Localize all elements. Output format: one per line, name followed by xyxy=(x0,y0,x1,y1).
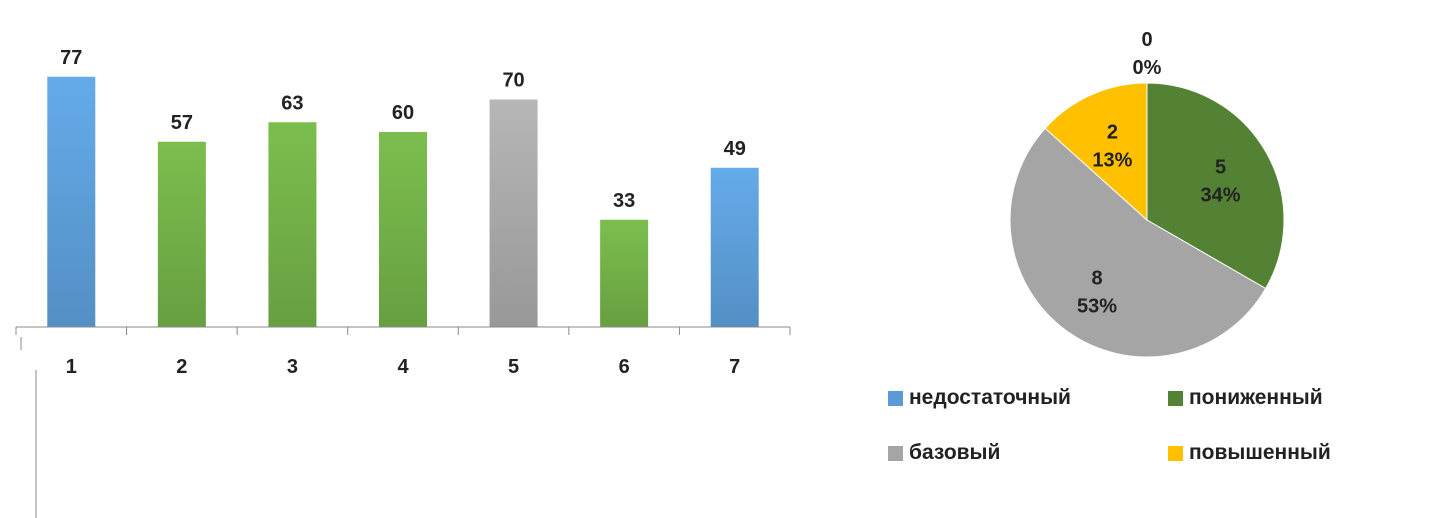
x-tick-label: 1 xyxy=(66,356,77,378)
x-tick-label: 4 xyxy=(397,356,409,378)
pie-slice-1 xyxy=(1146,82,1285,290)
bar-2 xyxy=(157,141,206,327)
pie-slice-3 xyxy=(1044,82,1148,222)
legend-swatch xyxy=(888,390,903,406)
x-tick-label: 3 xyxy=(287,356,298,378)
pie-percent-label: 0% xyxy=(1133,57,1162,79)
x-tick-label: 6 xyxy=(619,356,630,378)
bar-data-label: 77 xyxy=(60,47,82,69)
legend-item: базовый xyxy=(888,441,1000,465)
bar-data-label: 33 xyxy=(613,190,635,212)
pie-value-label: 8 xyxy=(1092,268,1103,290)
bar-3 xyxy=(268,122,317,327)
bar-chart: 1 2 3 4 5 6 7 77 57 63 60 70 33 49 xyxy=(15,47,791,518)
x-axis-tick-labels: 1 2 3 4 5 6 7 xyxy=(66,356,741,378)
bar-7 xyxy=(710,167,759,327)
x-tick-label: 5 xyxy=(508,356,519,378)
legend-label: пониженный xyxy=(1189,386,1323,409)
pie-percent-label: 53% xyxy=(1077,296,1117,318)
x-tick-label: 7 xyxy=(729,356,740,378)
legend-label: недостаточный xyxy=(909,386,1071,409)
bar-1 xyxy=(47,76,96,327)
legend-swatch xyxy=(1168,390,1183,406)
bar-marks xyxy=(47,76,759,327)
pie-value-label: 2 xyxy=(1107,121,1118,143)
legend-item: повышенный xyxy=(1168,441,1331,465)
pie-percent-label: 34% xyxy=(1201,185,1241,207)
pie-slices xyxy=(1009,82,1285,358)
x-tick-label: 2 xyxy=(176,356,187,378)
legend-label: повышенный xyxy=(1189,441,1331,464)
x-axis-ticks xyxy=(15,327,791,335)
bar-data-label: 49 xyxy=(724,138,746,160)
legend-item: пониженный xyxy=(1168,386,1323,410)
bar-data-labels: 77 57 63 60 70 33 49 xyxy=(60,47,746,212)
pie-percent-label: 13% xyxy=(1092,149,1132,171)
bar-4 xyxy=(379,132,427,327)
legend-swatch xyxy=(888,445,903,461)
bar-6 xyxy=(600,219,649,327)
pie-value-label: 5 xyxy=(1215,157,1226,179)
pie-chart: 0 0% 5 34% 8 53% 2 13% xyxy=(1009,29,1285,358)
legend-label: базовый xyxy=(909,441,1001,464)
legend-swatch xyxy=(1168,445,1183,461)
pie-slice-2 xyxy=(1009,127,1267,358)
bar-data-label: 57 xyxy=(171,112,193,134)
pie-value-label: 0 xyxy=(1141,29,1152,51)
pie-labels: 0 0% 5 34% 8 53% 2 13% xyxy=(1077,29,1241,318)
bar-data-label: 60 xyxy=(392,102,414,124)
bar-data-label: 70 xyxy=(502,70,524,92)
bar-5 xyxy=(489,99,538,327)
bar-data-label: 63 xyxy=(281,92,303,114)
legend-item: недостаточный xyxy=(888,386,1071,410)
